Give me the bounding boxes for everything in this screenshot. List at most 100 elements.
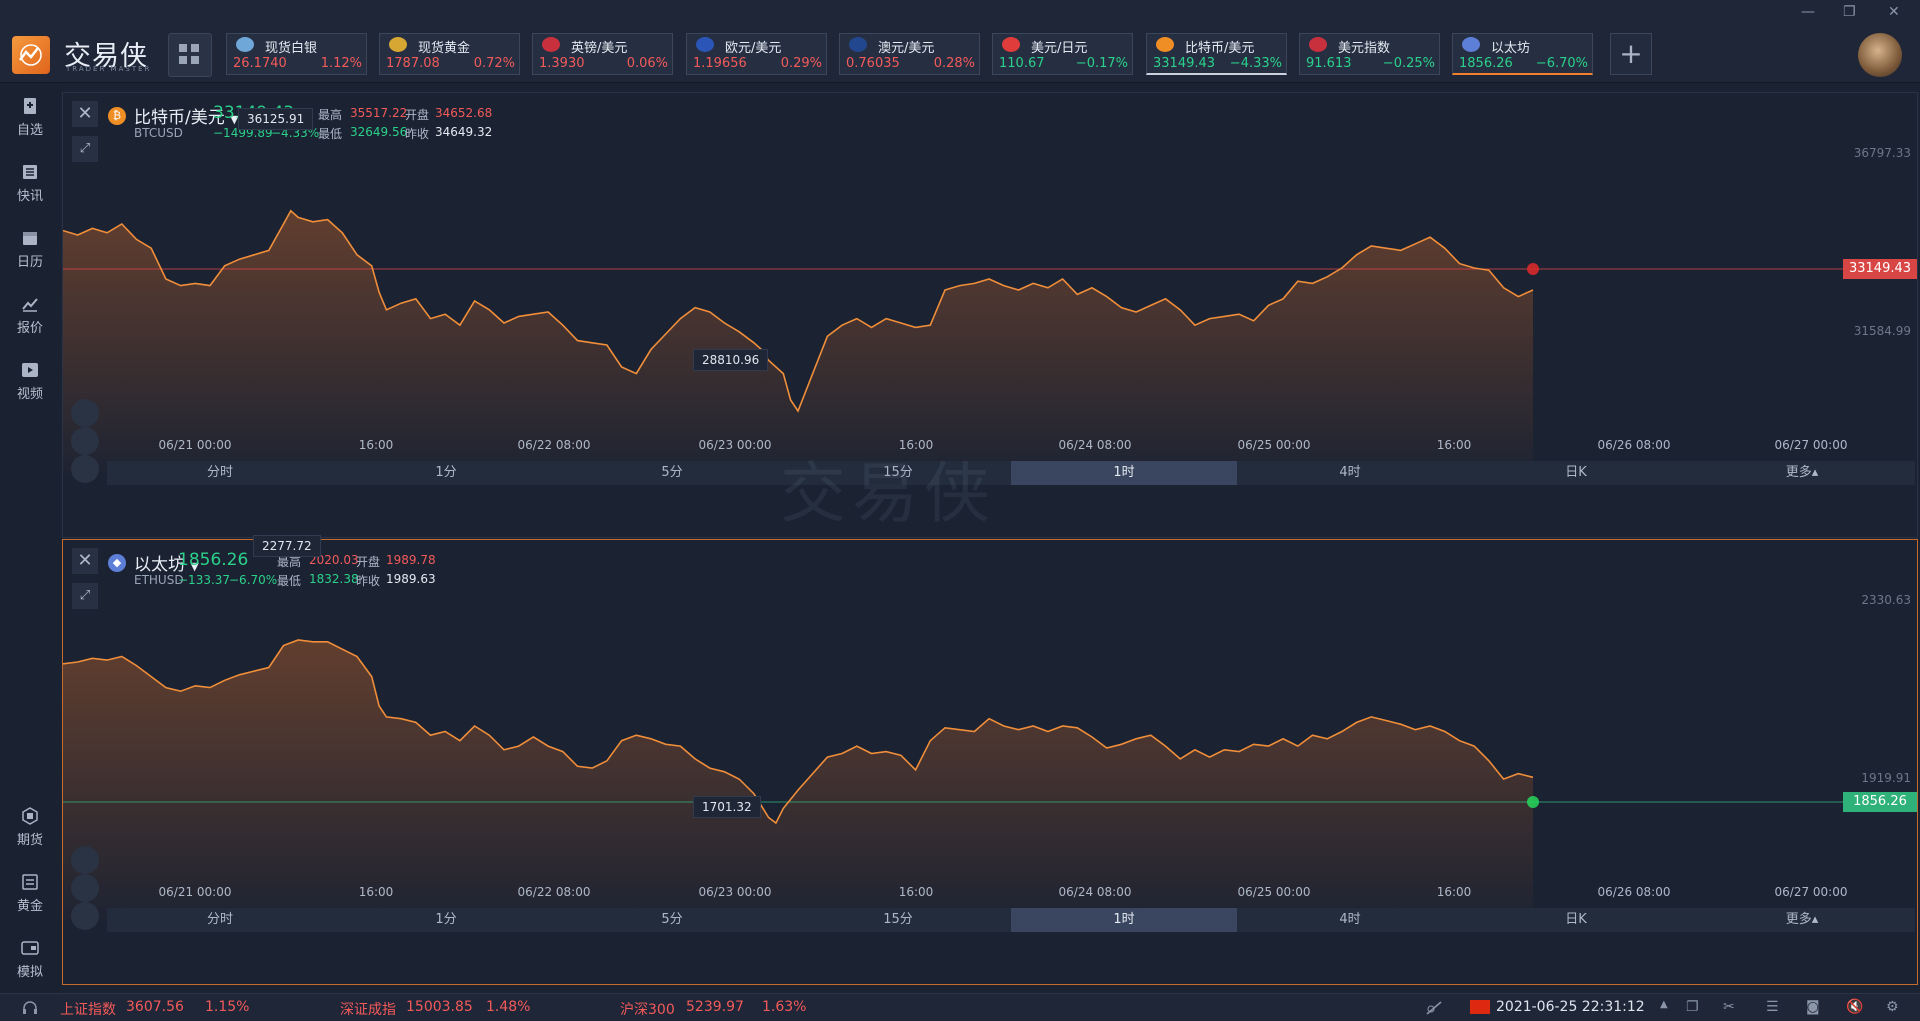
x-axis-label: 06/26 08:00: [1597, 885, 1671, 899]
sidebar-item-quotes[interactable]: 报价: [0, 295, 60, 336]
x-axis-label: 16:00: [358, 438, 394, 452]
expand-panel-button[interactable]: ⤢: [72, 136, 98, 162]
ticker-card[interactable]: 澳元/美元 0.76035 0.28%: [839, 33, 980, 75]
ticker-card[interactable]: 现货白银 26.1740 1.12%: [226, 33, 367, 75]
tools-icon[interactable]: ✂: [1723, 999, 1735, 1015]
ticker-card[interactable]: 美元/日元 110.67 −0.17%: [992, 33, 1133, 75]
x-axis-label: 06/24 08:00: [1058, 885, 1132, 899]
sidebar-item-gold[interactable]: 黄金: [0, 873, 60, 914]
ticker-name: 比特币/美元: [1185, 41, 1255, 56]
open-value: 34652.68: [435, 106, 493, 120]
timeframe-tab[interactable]: 1分: [435, 912, 457, 927]
sidebar-item-watchlist[interactable]: 自选: [0, 97, 60, 138]
timeframe-bar: 分时 1分 5分 15分 1时 4时 日K 更多▴: [107, 461, 1915, 485]
camera-icon[interactable]: ◙: [1806, 999, 1820, 1015]
timeframe-tab[interactable]: 15分: [883, 465, 913, 480]
disconnect-icon[interactable]: [1425, 1000, 1443, 1016]
index-change: 1.15%: [205, 999, 250, 1015]
brand-subtitle: TRADER MASTER: [66, 65, 152, 73]
ticker-change: −6.70%: [1535, 56, 1588, 71]
list-icon[interactable]: ☰: [1766, 999, 1779, 1015]
ticker-card[interactable]: 以太坊 1856.26 −6.70%: [1452, 33, 1593, 75]
timeframe-tab[interactable]: 1时: [1011, 461, 1237, 485]
ticker-price: 1787.08: [386, 56, 440, 71]
ticker-card[interactable]: 现货黄金 1787.08 0.72%: [379, 33, 520, 75]
headset-icon[interactable]: [22, 1000, 38, 1016]
close-panel-button[interactable]: ✕: [72, 548, 98, 574]
ticker-change: 0.29%: [780, 56, 822, 71]
ticker-flag-icon: [696, 37, 714, 52]
expand-panel-button[interactable]: ⤢: [72, 583, 98, 609]
ticker-card[interactable]: 欧元/美元 1.19656 0.29%: [686, 33, 827, 75]
chart-type-icon[interactable]: [71, 846, 99, 874]
sidebar-item-video[interactable]: 视频: [0, 361, 60, 402]
max-price-callout: 36125.91: [238, 108, 314, 130]
timeframe-tab[interactable]: 更多▴: [1785, 912, 1819, 927]
index-name[interactable]: 上证指数: [60, 1002, 116, 1018]
bitcoin-icon: ₿: [108, 107, 126, 125]
ticker-card[interactable]: 英镑/美元 1.3930 0.06%: [532, 33, 673, 75]
pencil-draw-icon[interactable]: [71, 427, 99, 455]
x-axis-label: 06/22 08:00: [517, 438, 591, 452]
minimize-icon[interactable]: —: [1801, 4, 1815, 20]
timeframe-tab[interactable]: 5分: [661, 912, 683, 927]
ticker-card[interactable]: 比特币/美元 33149.43 −4.33%: [1146, 33, 1287, 75]
china-flag-icon: [1470, 1000, 1490, 1014]
timeframe-tab[interactable]: 4时: [1339, 465, 1361, 480]
sidebar-item-label: 日历: [16, 255, 43, 270]
layout-grid-button[interactable]: [168, 33, 212, 77]
pencil-draw-icon[interactable]: [71, 874, 99, 902]
ticker-flag-icon: [1002, 37, 1020, 52]
ticker-price: 33149.43: [1153, 56, 1216, 71]
timeframe-tab[interactable]: 日K: [1565, 912, 1587, 927]
timeframe-tab[interactable]: 15分: [883, 912, 913, 927]
user-avatar[interactable]: [1858, 33, 1902, 77]
indicator-icon[interactable]: [71, 455, 99, 483]
timeframe-tab[interactable]: 分时: [206, 465, 233, 480]
x-axis-label: 06/23 00:00: [698, 438, 772, 452]
index-value: 15003.85: [406, 999, 473, 1015]
ticker-name: 美元指数: [1338, 41, 1391, 56]
timeframe-tab[interactable]: 日K: [1565, 465, 1587, 480]
change-pct: −6.70%: [229, 573, 278, 587]
sidebar-item-label: 黄金: [16, 899, 43, 914]
ticker-price: 26.1740: [233, 56, 287, 71]
symbol-dropdown[interactable]: 比特币/美元 ▼: [134, 103, 239, 128]
last-price-dot: [1527, 263, 1539, 275]
timeframe-tab[interactable]: 5分: [661, 465, 683, 480]
app-logo-icon: [12, 36, 50, 74]
sidebar-item-news[interactable]: 快讯: [0, 163, 60, 204]
restore-icon[interactable]: ❐: [1843, 4, 1856, 20]
mute-icon[interactable]: 🔇: [1846, 999, 1864, 1015]
min-price-callout: 1701.32: [693, 796, 761, 818]
settings-icon[interactable]: ⚙: [1886, 999, 1899, 1015]
sidebar-item-futures[interactable]: 期货: [0, 807, 60, 848]
close-window-icon[interactable]: ✕: [1888, 4, 1900, 20]
timeframe-tab[interactable]: 更多▴: [1785, 465, 1819, 480]
y-axis-label-top: 2330.63: [1861, 593, 1911, 607]
x-axis-label: 06/27 00:00: [1774, 885, 1848, 899]
high-label: 最高: [318, 108, 343, 122]
symbol-code: BTCUSD: [134, 126, 183, 140]
add-ticker-button[interactable]: +: [1610, 33, 1652, 75]
timeframe-tab[interactable]: 4时: [1339, 912, 1361, 927]
timeframe-tab[interactable]: 1分: [435, 465, 457, 480]
symbol-dropdown[interactable]: 以太坊 ▼: [134, 550, 199, 575]
sidebar-item-calendar[interactable]: 日历: [0, 229, 60, 270]
price-line-chart[interactable]: [63, 93, 1919, 539]
x-axis-label: 06/25 00:00: [1237, 438, 1311, 452]
ticker-card[interactable]: 美元指数 91.613 −0.25%: [1299, 33, 1440, 75]
expand-up-icon[interactable]: ▲: [1660, 999, 1668, 1010]
sidebar-item-label: 快讯: [16, 189, 43, 204]
indicator-icon[interactable]: [71, 902, 99, 930]
price-line-chart[interactable]: [63, 540, 1919, 986]
timeframe-tab[interactable]: 1时: [1011, 908, 1237, 932]
sidebar-item-simulation[interactable]: 模拟: [0, 939, 60, 980]
price-area: [63, 210, 1533, 474]
timeframe-tab[interactable]: 分时: [206, 912, 233, 927]
close-panel-button[interactable]: ✕: [72, 101, 98, 127]
window-icon[interactable]: ❐: [1686, 999, 1699, 1015]
chart-type-icon[interactable]: [71, 399, 99, 427]
index-name[interactable]: 深证成指: [340, 1002, 396, 1018]
index-name[interactable]: 沪深300: [620, 1002, 675, 1018]
